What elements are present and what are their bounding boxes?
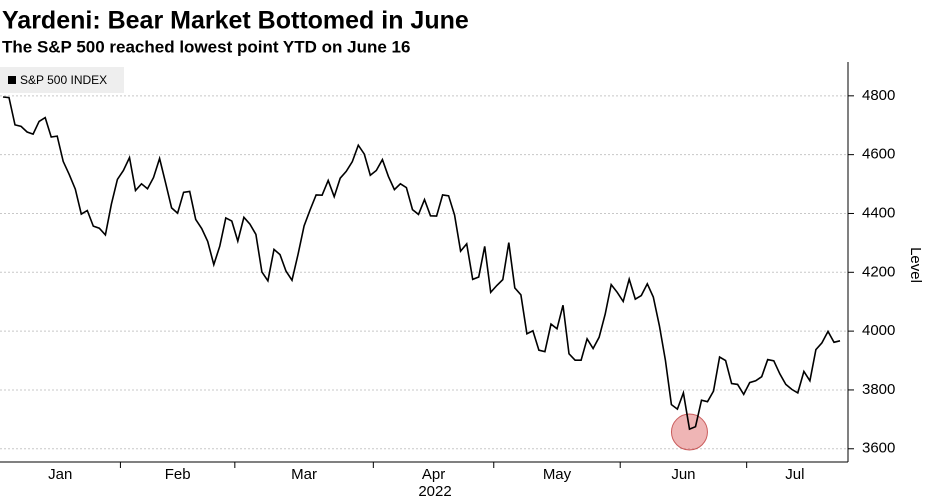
y-axis-label: Level	[907, 247, 924, 283]
legend-swatch	[8, 76, 16, 84]
legend-box	[0, 67, 124, 93]
x-tick-label: Jul	[785, 466, 804, 483]
x-tick-label: Apr	[422, 466, 445, 483]
line-series	[2, 96, 841, 431]
y-tick-label: 4000	[862, 322, 895, 339]
chart-title: Yardeni: Bear Market Bottomed in June	[2, 7, 469, 35]
x-tick-label: Feb	[165, 466, 191, 483]
x-tick-label: Mar	[291, 466, 317, 483]
x-tick-label: Jun	[671, 466, 695, 483]
x-tick-label: May	[543, 466, 572, 483]
y-tick-label: 4200	[862, 263, 895, 280]
y-tick-label: 4800	[862, 87, 895, 104]
y-tick-label: 4400	[862, 204, 895, 221]
y-tick-label: 3800	[862, 381, 895, 398]
y-tick-label: 4600	[862, 146, 895, 163]
x-tick-label: Jan	[48, 466, 72, 483]
chart-subtitle: The S&P 500 reached lowest point YTD on …	[2, 37, 410, 56]
legend-label: S&P 500 INDEX	[20, 73, 107, 87]
y-tick-label: 3600	[862, 440, 895, 457]
low-point-highlight	[670, 413, 708, 451]
x-axis-label: 2022	[418, 483, 451, 500]
